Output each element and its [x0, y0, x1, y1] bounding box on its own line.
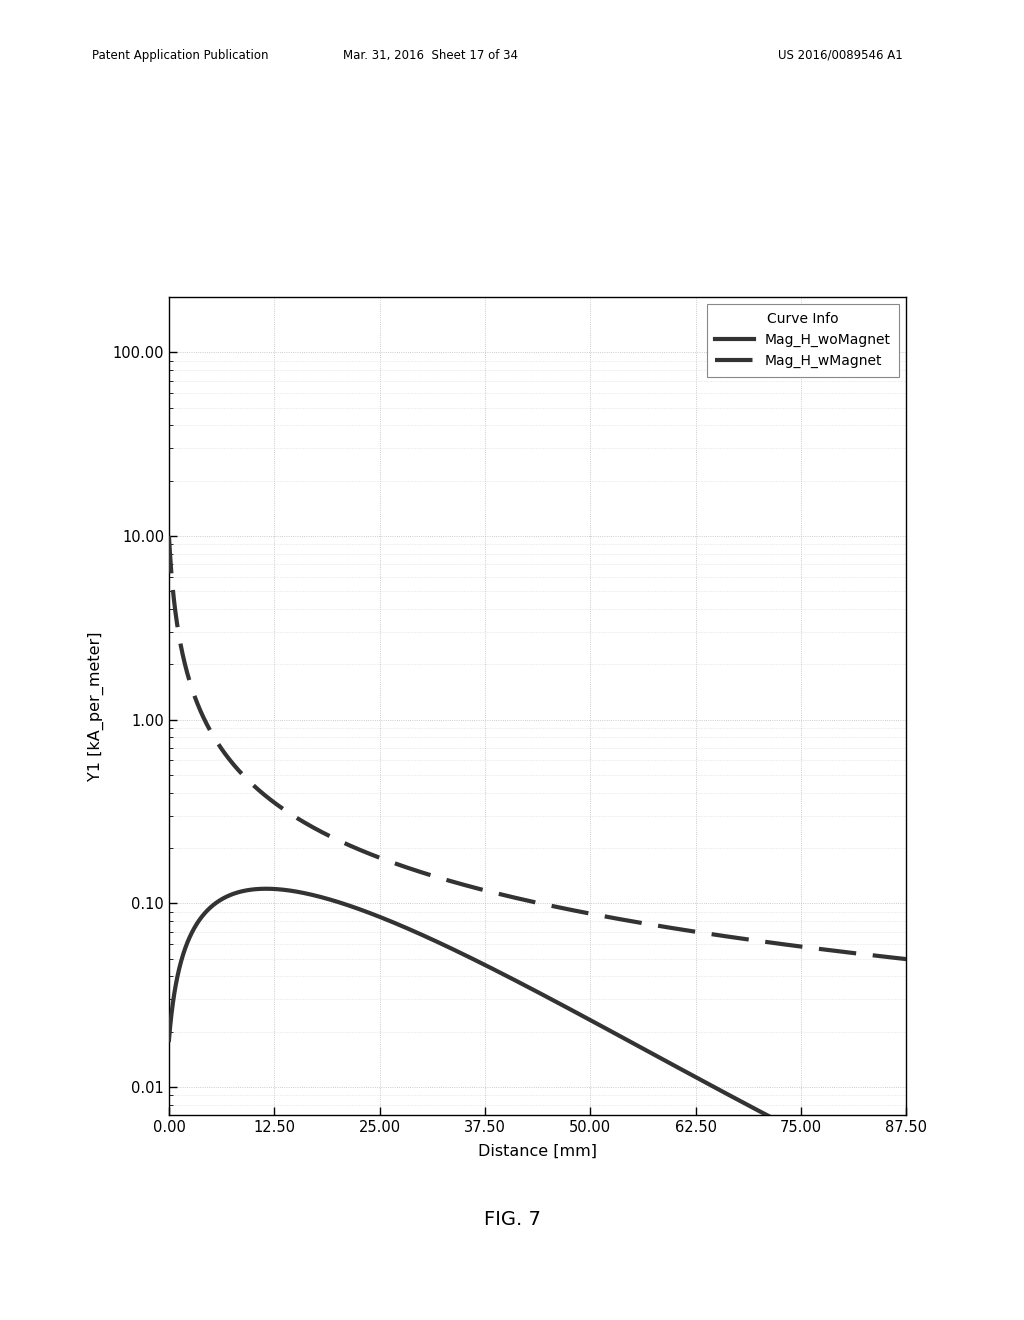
Mag_H_wMagnet [445, 874, 458, 890]
Mag_H_wMagnet [806, 940, 818, 956]
Legend: Mag_H_woMagnet, Mag_H_wMagnet: Mag_H_woMagnet, Mag_H_wMagnet [707, 304, 899, 376]
Mag_H_woMagnet [478, 957, 490, 973]
Mag_H_wMagnet [163, 528, 175, 544]
Mag_H_woMagnet [886, 1171, 898, 1187]
Text: Mar. 31, 2016  Sheet 17 of 34: Mar. 31, 2016 Sheet 17 of 34 [343, 49, 517, 62]
Mag_H_wMagnet [886, 949, 898, 965]
Mag_H_woMagnet [163, 1032, 175, 1048]
Line: Mag_H_woMagnet: Mag_H_woMagnet [169, 888, 906, 1185]
Mag_H_woMagnet [291, 884, 303, 900]
Text: FIG. 7: FIG. 7 [483, 1210, 541, 1229]
Mag_H_wMagnet [900, 952, 912, 968]
Mag_H_wMagnet [247, 777, 259, 793]
Text: US 2016/0089546 A1: US 2016/0089546 A1 [778, 49, 903, 62]
Line: Mag_H_wMagnet: Mag_H_wMagnet [169, 536, 906, 960]
Mag_H_wMagnet [477, 882, 489, 898]
Text: Patent Application Publication: Patent Application Publication [92, 49, 268, 62]
Mag_H_woMagnet [900, 1177, 912, 1193]
Mag_H_woMagnet [445, 941, 458, 957]
Mag_H_woMagnet [247, 882, 259, 898]
Mag_H_wMagnet [291, 810, 303, 826]
Mag_H_woMagnet [807, 1131, 819, 1147]
Y-axis label: Y1 [kA_per_meter]: Y1 [kA_per_meter] [88, 631, 104, 781]
Mag_H_woMagnet [260, 880, 272, 896]
X-axis label: Distance [mm]: Distance [mm] [478, 1143, 597, 1159]
